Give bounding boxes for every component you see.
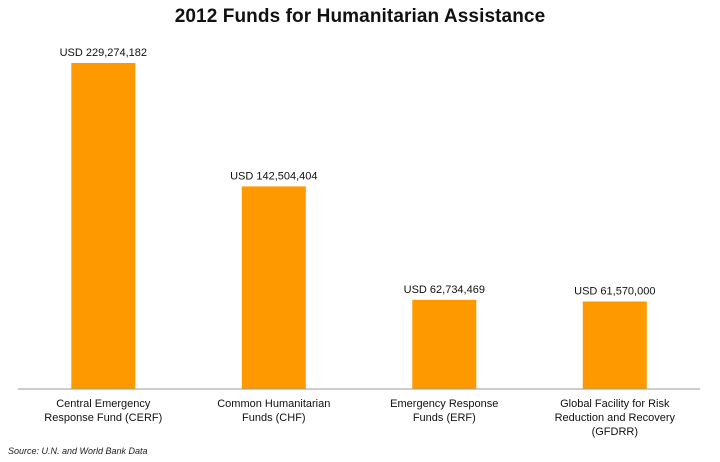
bars-layer	[71, 63, 647, 389]
category-label-3: Emergency Response Funds (ERF)	[390, 398, 498, 424]
bar-2	[241, 186, 306, 389]
category-label-line: Funds (ERF)	[413, 412, 476, 424]
chart-title: 2012 Funds for Humanitarian Assistance	[174, 6, 546, 27]
category-labels-layer: Central Emergency Response Fund (CERF) Com…	[44, 398, 675, 438]
category-label-line: Central Emergency	[56, 398, 151, 410]
data-label-2: USD 142,504,404	[230, 170, 317, 182]
bar-3	[412, 299, 477, 389]
category-label-line: Funds (CHF)	[242, 412, 306, 424]
category-label-1: Central Emergency Response Fund (CERF)	[44, 398, 162, 424]
category-label-line: Common Humanitarian	[217, 398, 330, 410]
category-label-line: Response Fund (CERF)	[44, 412, 162, 424]
category-label-line: Reduction and Recovery	[555, 412, 676, 424]
bar-4	[582, 301, 647, 389]
data-label-1: USD 229,274,182	[60, 47, 147, 59]
source-note: Source: U.N. and World Bank Data	[8, 446, 148, 456]
data-label-4: USD 61,570,000	[574, 286, 655, 298]
data-label-3: USD 62,734,469	[404, 284, 485, 296]
category-label-2: Common Humanitarian Funds (CHF)	[217, 398, 330, 424]
category-label-line: Global Facility for Risk	[560, 398, 670, 410]
data-labels-layer: USD 229,274,182 USD 142,504,404 USD 62,734…	[60, 47, 656, 298]
bar-1	[71, 63, 136, 389]
category-label-line: (GFDRR)	[592, 426, 638, 438]
category-label-4: Global Facility for Risk Reduction and Re…	[555, 398, 676, 438]
category-label-line: Emergency Response	[390, 398, 498, 410]
